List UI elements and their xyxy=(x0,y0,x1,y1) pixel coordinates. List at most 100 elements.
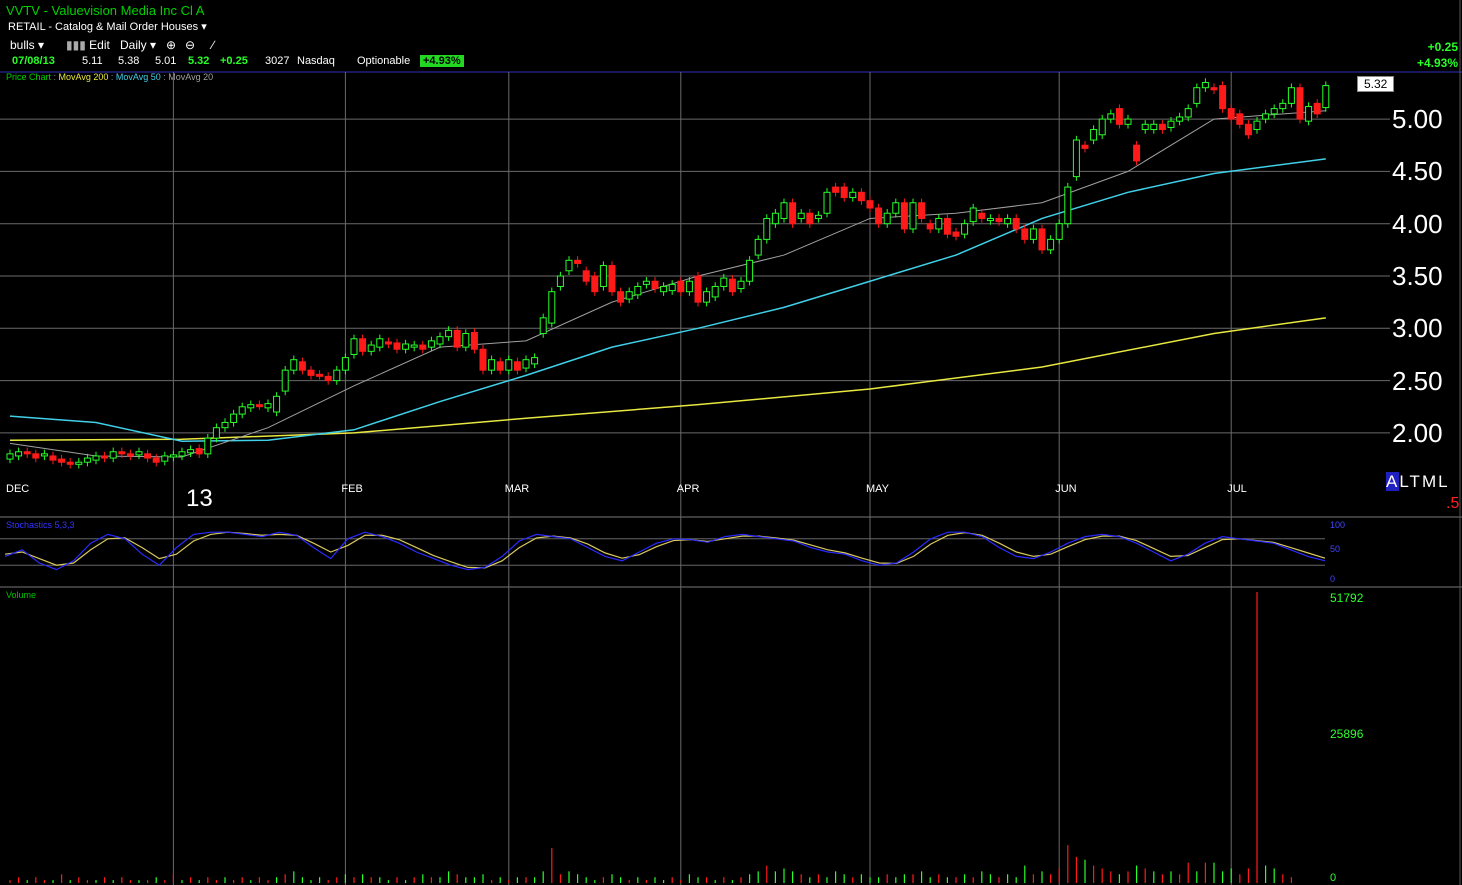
candle-body xyxy=(1219,85,1227,110)
right-change: +0.25 xyxy=(1427,40,1458,54)
ma50-line xyxy=(9,158,1326,443)
candle-body xyxy=(187,449,195,454)
candle-body xyxy=(651,280,659,290)
volume-level-max: 51792 xyxy=(1330,591,1364,605)
candle-body xyxy=(230,413,238,423)
candle-body xyxy=(1270,108,1278,115)
candle-body xyxy=(866,200,874,209)
watchlist-dropdown[interactable]: bulls ▾ xyxy=(10,38,44,52)
candle-body xyxy=(1055,223,1063,240)
candle-body xyxy=(66,461,74,465)
price-axis-label: 4.00 xyxy=(1392,208,1443,239)
candle-body xyxy=(1064,186,1072,225)
candle-body xyxy=(1236,113,1244,125)
right-pct-change: +4.93% xyxy=(1416,56,1458,70)
candle-body xyxy=(496,361,504,371)
candle-body xyxy=(462,333,470,348)
altml-m-button[interactable]: M xyxy=(1421,472,1439,491)
candle-body xyxy=(849,191,857,199)
candle-body xyxy=(169,454,177,458)
candle-body xyxy=(247,404,255,409)
candle-body xyxy=(1072,139,1080,178)
price-axis-label: 3.00 xyxy=(1392,313,1443,344)
candle-body xyxy=(221,421,229,429)
candle-body xyxy=(1158,123,1166,131)
candle-body xyxy=(333,369,341,382)
candle-body xyxy=(840,186,848,199)
candle-body xyxy=(298,361,306,371)
candle-body xyxy=(410,344,418,348)
period-dropdown[interactable]: Daily ▾ xyxy=(120,38,156,52)
candle-body xyxy=(324,375,332,382)
pct-change-badge: +4.93% xyxy=(420,55,464,67)
candle-body xyxy=(918,202,926,219)
candle-body xyxy=(307,369,315,376)
volume-title: Volume xyxy=(6,590,37,600)
candle-body xyxy=(1029,228,1037,240)
candle-body xyxy=(505,359,513,371)
candle-body xyxy=(892,202,900,214)
candle-body xyxy=(935,217,943,230)
candle-body xyxy=(952,231,960,237)
candle-body xyxy=(40,453,48,457)
zoom-out-icon[interactable]: ⊖ xyxy=(185,38,196,52)
chevron-down-icon: ▾ xyxy=(150,38,157,52)
candle-body xyxy=(1004,217,1012,225)
candle-body xyxy=(1167,120,1175,128)
candle-body xyxy=(797,212,805,219)
candle-body xyxy=(995,217,1003,223)
altml-a-button[interactable]: A xyxy=(1386,472,1400,491)
price-axis-label: 4.50 xyxy=(1392,156,1443,187)
altml-toolbar[interactable]: ALTML xyxy=(1386,472,1450,492)
candle-body xyxy=(1253,120,1261,131)
candle-body xyxy=(694,275,702,303)
candle-body xyxy=(1210,87,1218,91)
candle-body xyxy=(290,359,298,371)
zoom-in-icon[interactable]: ⊕ xyxy=(166,38,177,52)
candle-body xyxy=(875,207,883,225)
candle-body xyxy=(1313,102,1321,115)
optionable-label: Optionable xyxy=(357,55,411,67)
draw-tool-icon[interactable]: ∕ xyxy=(212,38,215,52)
altml-red-value: .5 xyxy=(1446,495,1460,512)
chevron-down-icon: ▾ xyxy=(38,38,45,52)
sector-dropdown[interactable]: RETAIL - Catalog & Mail Order Houses ▾ xyxy=(8,20,207,33)
volume-level-zero: 0 xyxy=(1330,872,1337,884)
candle-body xyxy=(591,275,599,293)
candle-body xyxy=(32,453,40,459)
candle-body xyxy=(161,455,169,462)
candle-body xyxy=(359,338,367,352)
candle-body xyxy=(126,453,134,457)
candle-body xyxy=(1133,144,1141,162)
altml-l-button[interactable]: L xyxy=(1399,472,1410,491)
edit-button[interactable]: ▮▮▮ Edit xyxy=(66,38,110,52)
month-label: DEC xyxy=(6,483,30,495)
bars-icon: ▮▮▮ xyxy=(66,38,86,52)
candle-body xyxy=(23,451,31,455)
candle-body xyxy=(737,280,745,290)
candle-body xyxy=(582,270,590,282)
stoch-level-50: 50 xyxy=(1330,544,1341,554)
candle-body xyxy=(978,212,986,219)
candle-body xyxy=(832,186,840,193)
quote-change: +0.25 xyxy=(220,55,248,67)
candle-body xyxy=(642,280,650,285)
candle-body xyxy=(720,277,728,287)
candle-body xyxy=(101,455,109,459)
candle-body xyxy=(763,217,771,240)
altml-t-button[interactable]: T xyxy=(1409,472,1422,491)
candle-body xyxy=(144,453,152,459)
candle-body xyxy=(1081,144,1089,149)
ma20-line xyxy=(9,110,1326,458)
ma200-line xyxy=(9,317,1326,441)
altml-l2-button[interactable]: L xyxy=(1438,472,1450,491)
stochastics-title: Stochastics 5,3,3 xyxy=(6,520,75,530)
price-axis-label: 2.00 xyxy=(1392,417,1443,448)
candle-body xyxy=(754,238,762,256)
candle-body xyxy=(703,291,711,303)
quote-high: 5.38 xyxy=(118,55,140,67)
candle-body xyxy=(883,212,891,225)
candle-body xyxy=(1244,123,1252,136)
candle-body xyxy=(1021,228,1029,240)
